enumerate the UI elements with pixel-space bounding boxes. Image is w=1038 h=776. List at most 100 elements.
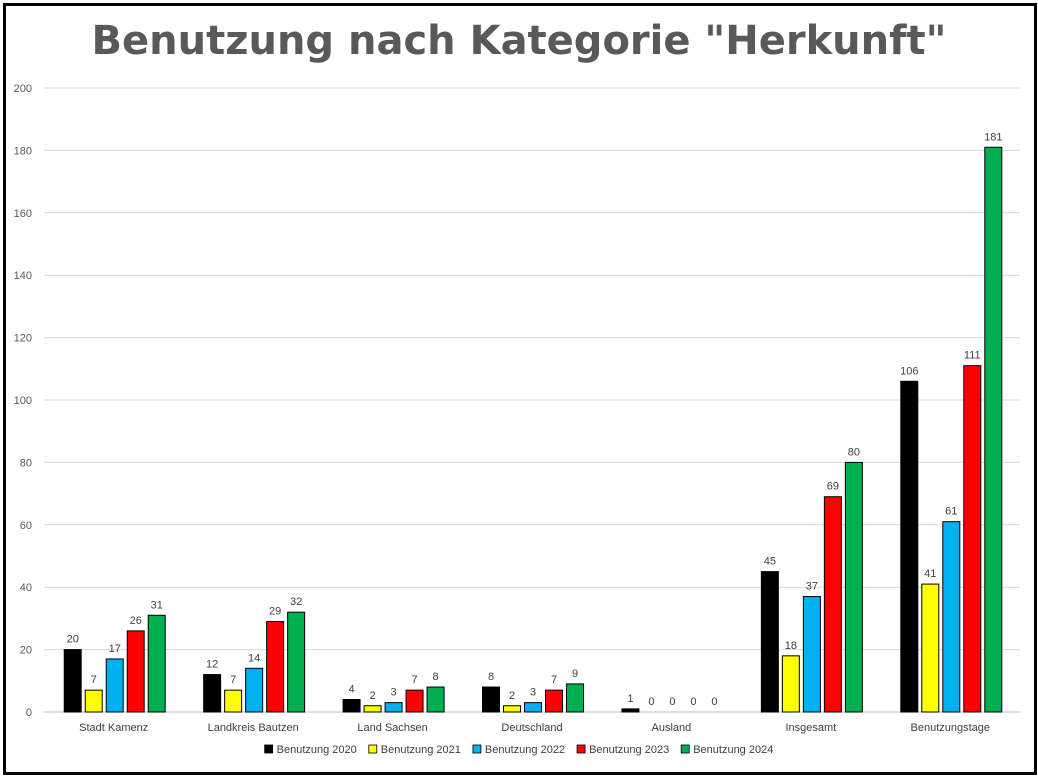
data-label: 8 bbox=[488, 671, 494, 683]
bar bbox=[781, 655, 800, 713]
x-tick-label: Ausland bbox=[652, 722, 692, 734]
bar bbox=[405, 689, 424, 713]
y-axis: 0 20 40 60 80 100 120 140 160 180 200 bbox=[14, 83, 32, 719]
y-tick-label: 200 bbox=[14, 83, 32, 95]
legend-label: Benutzung 2020 bbox=[277, 744, 357, 756]
y-tick-label: 0 bbox=[26, 707, 32, 719]
data-label: 106 bbox=[900, 365, 918, 377]
bar bbox=[363, 705, 382, 713]
data-label: 29 bbox=[269, 606, 281, 618]
chart-title: Benutzung nach Kategorie "Herkunft" bbox=[91, 18, 947, 64]
bar bbox=[823, 496, 842, 713]
data-label: 31 bbox=[151, 599, 163, 611]
bar bbox=[126, 630, 145, 713]
bar bbox=[760, 571, 779, 713]
data-label: 17 bbox=[109, 643, 121, 655]
data-label: 1 bbox=[627, 693, 633, 705]
y-tick-label: 40 bbox=[20, 582, 32, 594]
bar bbox=[224, 689, 243, 713]
data-label: 111 bbox=[964, 350, 981, 362]
legend-swatch bbox=[264, 744, 274, 754]
bar bbox=[203, 674, 222, 713]
data-label: 7 bbox=[91, 674, 97, 686]
data-label: 41 bbox=[924, 568, 936, 580]
legend: Benutzung 2020 Benutzung 2021 Benutzung 20… bbox=[264, 744, 773, 756]
x-tick-label: Insgesamt bbox=[785, 722, 836, 734]
x-tick-label: Stadt Kamenz bbox=[79, 722, 148, 734]
chart-frame bbox=[3, 3, 1037, 775]
bar bbox=[802, 596, 821, 713]
bar bbox=[84, 689, 103, 713]
data-label: 18 bbox=[785, 640, 797, 652]
legend-label: Benutzung 2022 bbox=[485, 744, 565, 756]
y-tick-label: 160 bbox=[14, 208, 32, 220]
bar bbox=[266, 621, 285, 713]
data-label: 61 bbox=[945, 506, 957, 518]
data-label: 20 bbox=[67, 634, 79, 646]
bar bbox=[482, 686, 500, 713]
data-label: 0 bbox=[711, 696, 717, 708]
data-label: 181 bbox=[984, 131, 1002, 143]
bar bbox=[503, 705, 521, 713]
data-label: 0 bbox=[648, 696, 654, 708]
data-label: 2 bbox=[370, 690, 376, 702]
bar bbox=[287, 611, 306, 713]
legend-swatch bbox=[472, 744, 482, 754]
bar bbox=[63, 649, 82, 713]
bar bbox=[342, 699, 361, 713]
data-label: 26 bbox=[130, 615, 142, 627]
data-label: 7 bbox=[230, 674, 236, 686]
data-label: 0 bbox=[690, 696, 696, 708]
data-label: 0 bbox=[669, 696, 675, 708]
x-tick-label: Benutzungstage bbox=[911, 722, 991, 734]
data-label: 37 bbox=[806, 581, 818, 593]
bar bbox=[900, 380, 919, 713]
data-label: 80 bbox=[848, 446, 860, 458]
legend-swatch bbox=[680, 744, 690, 754]
bar bbox=[942, 521, 961, 713]
legend-label: Benutzung 2024 bbox=[693, 744, 773, 756]
bar bbox=[147, 614, 166, 713]
y-tick-label: 180 bbox=[14, 145, 32, 157]
bar bbox=[963, 365, 982, 713]
y-tick-label: 100 bbox=[14, 395, 32, 407]
bar bbox=[245, 667, 264, 713]
data-label: 12 bbox=[206, 659, 218, 671]
data-label: 14 bbox=[248, 652, 260, 664]
data-label: 45 bbox=[764, 556, 776, 568]
data-label: 9 bbox=[572, 668, 578, 680]
data-label: 3 bbox=[530, 687, 536, 699]
legend-label: Benutzung 2023 bbox=[589, 744, 669, 756]
data-label: 8 bbox=[433, 671, 439, 683]
bar bbox=[621, 708, 640, 713]
y-tick-label: 120 bbox=[14, 333, 32, 345]
y-tick-label: 60 bbox=[20, 520, 32, 532]
y-tick-label: 80 bbox=[20, 457, 32, 469]
bar bbox=[921, 583, 940, 713]
data-label: 7 bbox=[551, 674, 557, 686]
y-tick-label: 20 bbox=[20, 645, 32, 657]
bar bbox=[566, 683, 584, 713]
legend-swatch bbox=[368, 744, 378, 754]
data-label: 3 bbox=[391, 687, 397, 699]
x-tick-label: Deutschland bbox=[501, 722, 562, 734]
data-label: 32 bbox=[290, 596, 302, 608]
x-tick-label: Land Sachsen bbox=[357, 722, 427, 734]
data-label: 4 bbox=[349, 684, 355, 696]
y-tick-label: 140 bbox=[14, 270, 32, 282]
bar bbox=[984, 146, 1003, 713]
bar bbox=[384, 702, 403, 713]
bar bbox=[105, 658, 124, 713]
legend-swatch bbox=[576, 744, 586, 754]
data-label: 2 bbox=[509, 690, 515, 702]
bar bbox=[426, 686, 445, 713]
bar bbox=[545, 689, 563, 713]
gridlines bbox=[44, 87, 1020, 713]
legend-label: Benutzung 2021 bbox=[381, 744, 461, 756]
bar bbox=[524, 702, 542, 713]
data-label: 7 bbox=[412, 674, 418, 686]
bar bbox=[844, 461, 863, 713]
data-label: 69 bbox=[827, 481, 839, 493]
